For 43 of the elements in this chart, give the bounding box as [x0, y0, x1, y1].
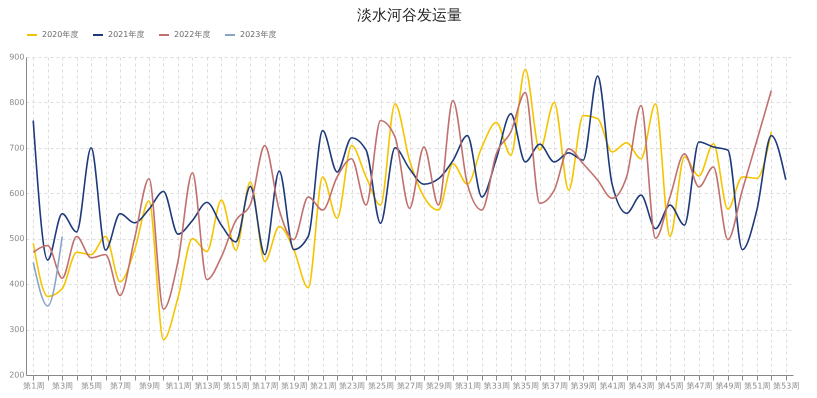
x-tick-label: 第19周 — [281, 382, 308, 390]
x-tick-label: 第37周 — [542, 382, 568, 390]
x-tick-label: 第13周 — [194, 382, 220, 390]
x-tick-label: 第11周 — [165, 382, 192, 390]
x-tick-label: 第49周 — [715, 382, 742, 390]
legend-label: 2020年度 — [42, 30, 78, 39]
y-tick-label: 400 — [9, 280, 24, 289]
x-tick-label: 第21周 — [310, 382, 336, 390]
x-tick-label: 第9周 — [138, 382, 160, 390]
chart-title: 淡水河谷发运量 — [357, 6, 462, 24]
x-tick-label: 第27周 — [396, 382, 424, 390]
x-tick-label: 第33周 — [484, 382, 510, 390]
y-tick-label: 700 — [9, 143, 24, 152]
x-tick-label: 第45周 — [657, 382, 684, 390]
x-tick-label: 第47周 — [686, 382, 713, 390]
x-tick-label: 第17周 — [252, 382, 278, 390]
x-tick-label: 第31周 — [454, 382, 481, 390]
line-series — [32, 90, 772, 310]
y-tick-label: 200 — [9, 370, 24, 380]
x-tick-label: 第41周 — [600, 382, 626, 390]
line-series — [32, 75, 787, 261]
legend-label: 2022年度 — [174, 30, 210, 39]
y-tick-label: 900 — [9, 52, 24, 62]
y-tick-label: 500 — [9, 234, 24, 244]
x-tick-label: 第3周 — [52, 382, 74, 390]
x-tick-label: 第39周 — [570, 382, 597, 390]
x-tick-label: 第15周 — [223, 382, 250, 390]
x-tick-label: 第53周 — [773, 382, 800, 390]
x-tick-label: 第35周 — [512, 382, 539, 390]
y-tick-label: 800 — [9, 98, 24, 107]
legend-label: 2021年度 — [108, 30, 144, 39]
line-series — [32, 68, 772, 340]
x-tick-label: 第51周 — [744, 382, 770, 390]
x-tick-label: 第29周 — [426, 382, 452, 390]
x-tick-label: 第5周 — [81, 382, 102, 390]
y-tick-label: 300 — [9, 325, 24, 334]
x-tick-label: 第43周 — [628, 382, 655, 390]
x-tick-label: 第7周 — [110, 382, 132, 390]
y-tick-label: 600 — [9, 188, 24, 198]
x-tick-label: 第1周 — [23, 382, 44, 390]
x-tick-label: 第25周 — [368, 382, 394, 390]
x-tick-label: 第23周 — [339, 382, 366, 390]
legend-label: 2023年度 — [240, 30, 276, 39]
